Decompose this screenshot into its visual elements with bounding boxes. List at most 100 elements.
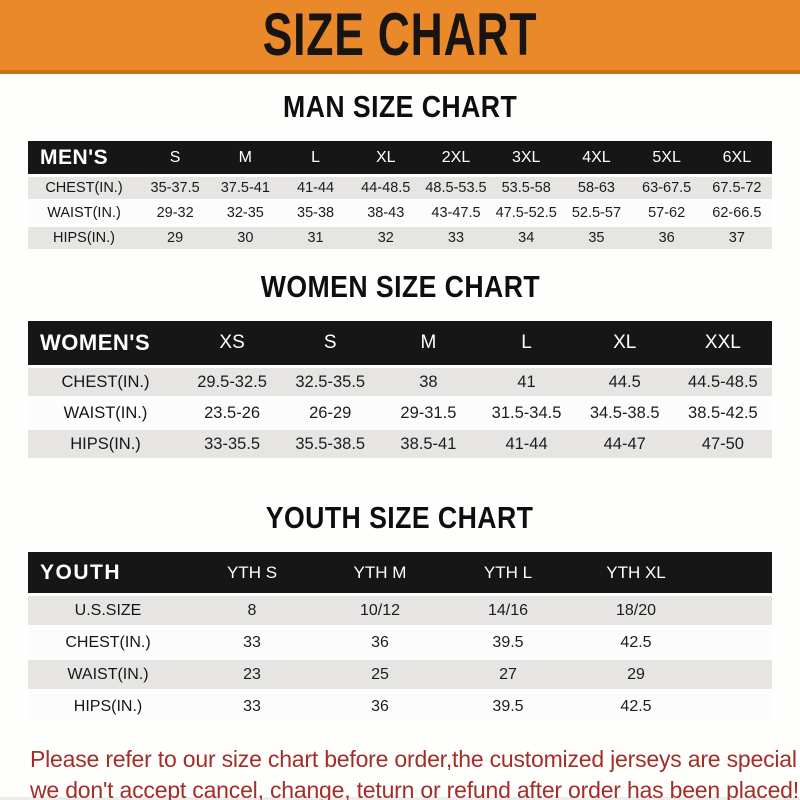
cell-value: 47-50 — [673, 430, 772, 458]
cell-value: 35.5-38.5 — [281, 430, 380, 458]
cell-value: 35-38 — [280, 202, 351, 224]
cell-value: 33-35.5 — [183, 430, 282, 458]
size-column-header: XXL — [673, 321, 772, 365]
filler-cell — [700, 628, 772, 657]
women-size-table: WOMEN'S XS S M L XL XXL CHEST(IN.) 29.5-… — [28, 318, 772, 461]
cell-value: 32 — [350, 227, 421, 249]
cell-value: 43-47.5 — [420, 202, 492, 224]
size-column-header: 3XL — [491, 141, 562, 174]
row-label: CHEST(IN.) — [28, 177, 140, 199]
size-column-header: XL — [350, 141, 421, 174]
cell-value: 53.5-58 — [491, 177, 562, 199]
cell-value: 8 — [188, 596, 316, 625]
cell-value: 37.5-41 — [210, 177, 281, 199]
filler-cell — [700, 660, 772, 689]
cell-value: 33 — [188, 628, 316, 657]
cell-value: 36 — [631, 227, 702, 249]
size-column-header: S — [140, 141, 211, 174]
cell-value: 27 — [444, 660, 572, 689]
footer-note: Please refer to our size chart before or… — [30, 744, 800, 800]
size-column-header: 6XL — [701, 141, 772, 174]
measurement-row: HIPS(IN.) 29 30 31 32 33 34 35 36 37 — [28, 227, 772, 249]
size-column-header: XL — [575, 321, 674, 365]
row-label: WAIST(IN.) — [28, 660, 188, 689]
cell-value: 34.5-38.5 — [575, 399, 674, 427]
cell-value: 33 — [188, 692, 316, 721]
size-column-header: M — [379, 321, 478, 365]
cell-value: 23 — [188, 660, 316, 689]
measurement-row: WAIST(IN.) 23 25 27 29 — [28, 660, 772, 689]
filler-cell — [700, 692, 772, 721]
row-label: CHEST(IN.) — [28, 368, 183, 396]
size-column-header: XS — [183, 321, 282, 365]
cell-value: 44-48.5 — [350, 177, 421, 199]
measurement-row: WAIST(IN.) 23.5-26 26-29 29-31.5 31.5-34… — [28, 399, 772, 427]
cell-value: 41-44 — [280, 177, 351, 199]
cell-value: 29 — [572, 660, 700, 689]
cell-value: 42.5 — [572, 692, 700, 721]
cell-value: 29 — [140, 227, 211, 249]
banner-title: SIZE CHART — [262, 1, 538, 69]
cell-value: 39.5 — [444, 692, 572, 721]
cell-value: 36 — [316, 692, 444, 721]
cell-value: 63-67.5 — [631, 177, 702, 199]
youth-header-row: YOUTH YTH S YTH M YTH L YTH XL — [28, 552, 772, 593]
size-column-header: L — [280, 141, 351, 174]
size-column-header: 2XL — [420, 141, 492, 174]
cell-value: 57-62 — [631, 202, 702, 224]
cell-value: 52.5-57 — [561, 202, 632, 224]
row-label: HIPS(IN.) — [28, 227, 140, 249]
cell-value: 33 — [420, 227, 492, 249]
cell-value: 36 — [316, 628, 444, 657]
women-header-row: WOMEN'S XS S M L XL XXL — [28, 321, 772, 365]
cell-value: 39.5 — [444, 628, 572, 657]
youth-table-title: YOUTH — [28, 552, 188, 593]
cell-value: 25 — [316, 660, 444, 689]
measurement-row: U.S.SIZE 8 10/12 14/16 18/20 — [28, 596, 772, 625]
row-label: HIPS(IN.) — [28, 692, 188, 721]
cell-value: 47.5-52.5 — [491, 202, 562, 224]
cell-value: 48.5-53.5 — [420, 177, 492, 199]
footer-note-line1: Please refer to our size chart before or… — [30, 746, 800, 772]
row-label: WAIST(IN.) — [28, 399, 183, 427]
row-label: CHEST(IN.) — [28, 628, 188, 657]
cell-value: 44.5 — [575, 368, 674, 396]
men-header-row: MEN'S S M L XL 2XL 3XL 4XL 5XL 6XL — [28, 141, 772, 174]
cell-value: 31.5-34.5 — [477, 399, 576, 427]
cell-value: 32-35 — [210, 202, 281, 224]
cell-value: 10/12 — [316, 596, 444, 625]
cell-value: 44.5-48.5 — [673, 368, 772, 396]
cell-value: 32.5-35.5 — [281, 368, 380, 396]
cell-value: 67.5-72 — [701, 177, 772, 199]
cell-value: 30 — [210, 227, 281, 249]
size-column-header: YTH M — [316, 552, 444, 593]
cell-value: 35-37.5 — [140, 177, 211, 199]
women-table-title: WOMEN'S — [28, 321, 183, 365]
cell-value: 26-29 — [281, 399, 380, 427]
cell-value: 29-32 — [140, 202, 211, 224]
filler-cell — [700, 552, 772, 593]
man-section-heading-text: MAN SIZE CHART — [282, 89, 518, 124]
cell-value: 38 — [379, 368, 478, 396]
man-section-heading: MAN SIZE CHART — [0, 90, 800, 124]
measurement-row: WAIST(IN.) 29-32 32-35 35-38 38-43 43-47… — [28, 202, 772, 224]
cell-value: 34 — [491, 227, 562, 249]
cell-value: 37 — [701, 227, 772, 249]
cell-value: 35 — [561, 227, 632, 249]
measurement-row: CHEST(IN.) 29.5-32.5 32.5-35.5 38 41 44.… — [28, 368, 772, 396]
size-chart-banner: SIZE CHART — [0, 0, 800, 74]
row-label: WAIST(IN.) — [28, 202, 140, 224]
row-label: U.S.SIZE — [28, 596, 188, 625]
row-label: HIPS(IN.) — [28, 430, 183, 458]
cell-value: 42.5 — [572, 628, 700, 657]
size-column-header: YTH XL — [572, 552, 700, 593]
measurement-row: CHEST(IN.) 33 36 39.5 42.5 — [28, 628, 772, 657]
women-section-heading: WOMEN SIZE CHART — [0, 270, 800, 304]
size-column-header: 4XL — [561, 141, 632, 174]
size-column-header: YTH S — [188, 552, 316, 593]
men-size-table: MEN'S S M L XL 2XL 3XL 4XL 5XL 6XL CHEST… — [28, 138, 772, 252]
cell-value: 29.5-32.5 — [183, 368, 282, 396]
cell-value: 41 — [477, 368, 576, 396]
cell-value: 38-43 — [350, 202, 421, 224]
